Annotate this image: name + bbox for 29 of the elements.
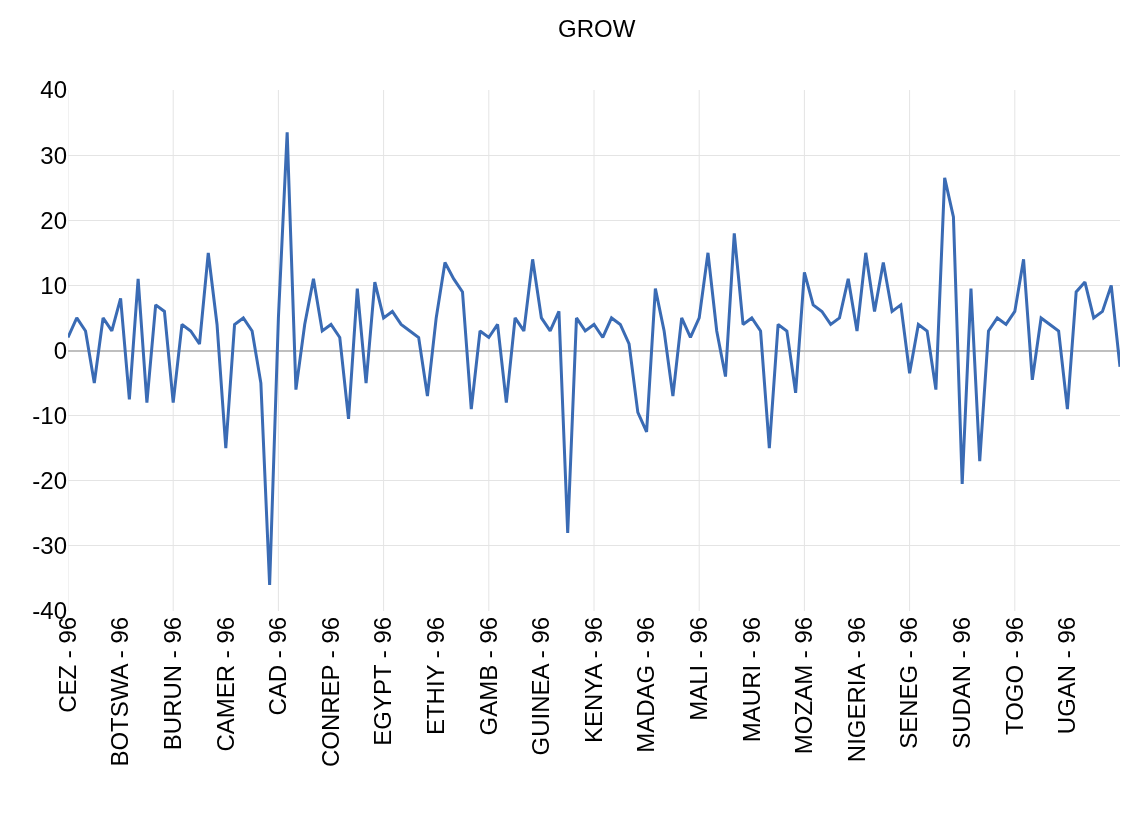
x-tick-label: KENYA - 96: [579, 616, 607, 744]
y-tick-label: -20: [32, 467, 67, 495]
x-tick-label: CAMER - 96: [211, 616, 239, 752]
x-tick-label: MADAG - 96: [632, 616, 660, 753]
x-tick-label: GAMB - 96: [474, 616, 502, 736]
x-tick-label: BURUN - 96: [159, 616, 186, 751]
x-tick-label: TOGO - 96: [1000, 616, 1028, 736]
y-tick-label: 20: [40, 206, 67, 234]
x-tick-label: MOZAM - 96: [790, 616, 818, 755]
line-series: [68, 130, 1120, 587]
x-tick-label: EGYPT - 96: [369, 616, 397, 746]
x-tick-label: CONREP - 96: [316, 616, 344, 768]
x-tick-label: MAURI - 96: [737, 616, 765, 743]
x-tick-label: ETHIY - 96: [422, 616, 449, 736]
x-tick-label: UGAN - 96: [1053, 616, 1081, 735]
x-tick-label: CAD - 96: [264, 616, 292, 716]
y-tick-label: 30: [40, 141, 67, 169]
x-tick-label: SUDAN - 96: [948, 616, 975, 749]
y-tick-label: 0: [53, 336, 67, 364]
x-tick-label: BOTSWA - 96: [106, 616, 134, 767]
y-tick-label: 10: [40, 271, 67, 299]
x-tick-label: SENEG - 96: [895, 616, 923, 749]
y-tick-label: 40: [40, 76, 67, 104]
y-tick-label: -30: [32, 532, 67, 560]
chart-title: GROW: [558, 15, 636, 43]
y-tick-label: -10: [32, 402, 67, 430]
x-tick-label: GUINEA - 96: [527, 616, 555, 756]
x-tick-label: NIGERIA - 96: [842, 616, 870, 763]
x-tick-label: MALI - 96: [685, 616, 712, 721]
